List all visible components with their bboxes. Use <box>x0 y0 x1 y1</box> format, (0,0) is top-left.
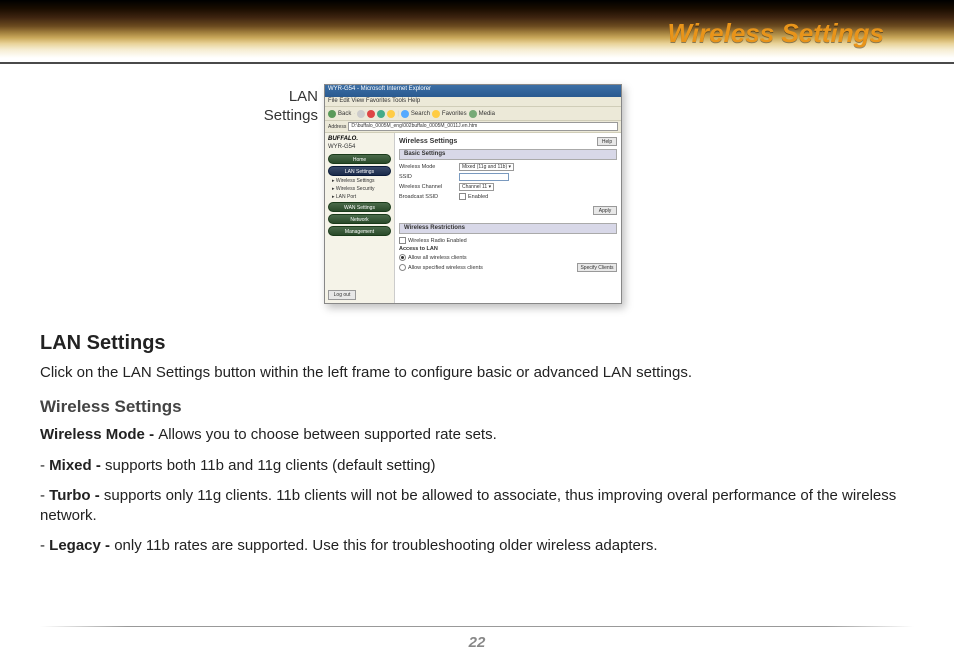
wireless-mode-label: Wireless Mode <box>399 164 459 170</box>
subnav-lan-port[interactable]: ▸ LAN Port <box>328 194 391 200</box>
media-label: Media <box>479 111 495 117</box>
ssid-label: SSID <box>399 174 459 180</box>
page-title: Wireless Settings <box>667 18 884 49</box>
screenshot-row: LAN Settings WYR-G54 - Microsoft Interne… <box>260 84 914 304</box>
router-main: Wireless Settings Help Basic Settings Wi… <box>395 133 621 303</box>
allow-specified-radio[interactable]: Allow specified wireless clients <box>399 264 483 271</box>
allow-all-radio[interactable]: Allow all wireless clients <box>399 254 467 261</box>
header-band: Wireless Settings <box>0 0 954 58</box>
subnav-wireless-security[interactable]: ▸ Wireless Security <box>328 186 391 192</box>
page-number: 22 <box>0 634 954 651</box>
access-label: Access to LAN <box>399 246 438 252</box>
router-sidebar: BUFFALO. WYR-G54 Home LAN Settings ▸ Wir… <box>325 133 395 303</box>
logout-button[interactable]: Log out <box>328 290 356 300</box>
favorites-icon[interactable] <box>432 110 440 118</box>
content: LAN Settings WYR-G54 - Microsoft Interne… <box>0 64 954 557</box>
nav-network[interactable]: Network <box>328 214 391 224</box>
media-icon[interactable] <box>469 110 477 118</box>
address-input[interactable]: D:\buffalo_0005M_eng\002buffalo_0005M_00… <box>348 122 618 131</box>
lan-settings-heading: LAN Settings <box>40 332 914 355</box>
apply-button[interactable]: Apply <box>593 206 617 215</box>
help-button[interactable]: Help <box>597 137 617 146</box>
screenshot-caption: LAN Settings <box>260 84 318 126</box>
turbo-line: - Turbo - supports only 11g clients. 11b… <box>40 486 914 527</box>
main-title: Wireless Settings <box>399 138 457 145</box>
caption-line1: LAN <box>289 88 318 105</box>
caption-line2: Settings <box>264 107 318 124</box>
window-titlebar: WYR-G54 - Microsoft Internet Explorer <box>325 85 621 97</box>
nav-management[interactable]: Management <box>328 226 391 236</box>
nav-wan-settings[interactable]: WAN Settings <box>328 202 391 212</box>
restrictions-bar: Wireless Restrictions <box>399 223 617 234</box>
nav-lan-settings[interactable]: LAN Settings <box>328 166 391 176</box>
address-bar: Address D:\buffalo_0005M_eng\002buffalo_… <box>325 121 621 133</box>
basic-settings-bar: Basic Settings <box>399 149 617 160</box>
model-label: WYR-G54 <box>328 144 391 150</box>
home-icon[interactable] <box>387 110 395 118</box>
refresh-icon[interactable] <box>377 110 385 118</box>
subnav-wireless-settings[interactable]: ▸ Wireless Settings <box>328 178 391 184</box>
lan-description: Click on the LAN Settings button within … <box>40 363 914 383</box>
ssid-input[interactable] <box>459 173 509 181</box>
search-label: Search <box>411 111 430 117</box>
wireless-mode-select[interactable]: Mixed (11g and 11b) ▾ <box>459 163 514 171</box>
embedded-screenshot: WYR-G54 - Microsoft Internet Explorer Fi… <box>324 84 622 304</box>
legacy-line: - Legacy - only 11b rates are supported.… <box>40 536 914 556</box>
back-icon[interactable] <box>328 110 336 118</box>
specify-clients-button[interactable]: Specify Clients <box>577 263 617 272</box>
footer-rule <box>40 626 914 627</box>
nav-home[interactable]: Home <box>328 154 391 164</box>
favorites-label: Favorites <box>442 111 467 117</box>
search-icon[interactable] <box>401 110 409 118</box>
mixed-line: - Mixed - supports both 11b and 11g clie… <box>40 456 914 476</box>
window-toolbar: Back · | Search Favorites Media <box>325 107 621 121</box>
body-text: LAN Settings Click on the LAN Settings b… <box>40 332 914 557</box>
stop-icon[interactable] <box>367 110 375 118</box>
back-label[interactable]: Back <box>338 111 351 117</box>
radio-enabled-checkbox[interactable]: Wireless Radio Enabled <box>399 237 467 244</box>
brand-logo: BUFFALO. <box>328 136 391 142</box>
wireless-settings-heading: Wireless Settings <box>40 397 914 417</box>
window-menubar: File Edit View Favorites Tools Help <box>325 97 621 107</box>
wireless-mode-line: Wireless Mode - Allows you to choose bet… <box>40 425 914 445</box>
broadcast-checkbox[interactable]: Enabled <box>459 193 488 200</box>
channel-select[interactable]: Channel 11 ▾ <box>459 183 494 191</box>
fwd-icon[interactable] <box>357 110 365 118</box>
browser-body: BUFFALO. WYR-G54 Home LAN Settings ▸ Wir… <box>325 133 621 303</box>
broadcast-label: Broadcast SSID <box>399 194 459 200</box>
channel-label: Wireless Channel <box>399 184 459 190</box>
address-label: Address <box>328 124 346 130</box>
